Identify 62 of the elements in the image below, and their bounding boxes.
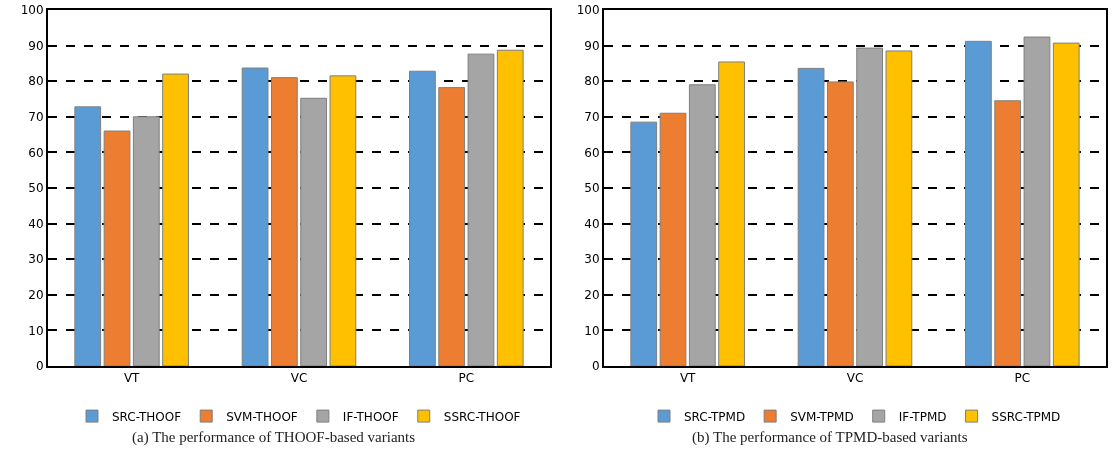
- bar: [688, 84, 716, 366]
- legend-label: SRC-TPMD: [684, 409, 746, 424]
- legend-label: IF-THOOF: [342, 409, 399, 424]
- y-tick-label: 30: [584, 252, 600, 267]
- y-tick-label: 50: [28, 181, 44, 196]
- y-tick-label: 100: [20, 3, 44, 18]
- x-tick-label: VC: [846, 371, 864, 386]
- y-tick-label: 0: [591, 359, 600, 374]
- legend-label: IF-TPMD: [898, 409, 947, 424]
- x-tick-label: VT: [123, 371, 141, 386]
- bar: [241, 67, 269, 366]
- y-tick-label: 70: [28, 110, 44, 124]
- y-tick-label: 60: [28, 145, 44, 160]
- y-tick-label: 40: [28, 216, 44, 231]
- bar: [826, 81, 854, 366]
- text: (a) The performance of THOOF-based variants: [132, 429, 416, 446]
- bar: [1052, 42, 1080, 366]
- bar: [74, 106, 102, 366]
- y-tick-label: 90: [28, 38, 44, 53]
- bar: [162, 73, 189, 366]
- bar: [409, 70, 436, 366]
- y-tick-label: 70: [584, 110, 600, 124]
- legend-label: SVM-TPMD: [790, 409, 854, 424]
- bar: [994, 100, 1022, 366]
- y-tick-label: 0: [35, 359, 44, 374]
- bar: [659, 112, 687, 366]
- y-tick-label: 100: [576, 3, 600, 18]
- x-tick-label: VC: [290, 371, 308, 386]
- legend-label: SSRC-TPMD: [991, 409, 1061, 424]
- y-tick-label: 60: [584, 145, 600, 160]
- y-tick-label: 20: [584, 288, 600, 302]
- x-tick-label: PC: [1014, 371, 1031, 386]
- bar: [856, 47, 884, 366]
- y-tick-label: 30: [28, 252, 44, 267]
- bar: [132, 116, 160, 366]
- bar: [885, 50, 913, 366]
- y-tick-label: 10: [584, 323, 600, 338]
- y-tick-label: 90: [584, 38, 600, 53]
- legend-label: SVM-THOOF: [226, 409, 298, 424]
- bar: [630, 121, 658, 366]
- bar: [467, 53, 495, 366]
- y-tick-label: 50: [584, 181, 600, 196]
- x-tick-label: PC: [458, 371, 475, 386]
- text: (b) The performance of TPMD-based variants: [692, 429, 968, 446]
- bar: [270, 77, 298, 366]
- y-tick-label: 40: [584, 216, 600, 231]
- y-tick-label: 80: [584, 74, 600, 89]
- legend-label: SSRC-THOOF: [443, 409, 521, 424]
- bar: [1023, 36, 1051, 366]
- y-tick-label: 10: [28, 323, 44, 338]
- bar: [797, 67, 825, 366]
- bar: [300, 97, 328, 366]
- bar: [965, 40, 992, 366]
- legend-label: SRC-THOOF: [112, 409, 182, 424]
- bar: [103, 130, 131, 366]
- bar: [718, 61, 745, 366]
- bar: [329, 75, 357, 366]
- x-tick-label: VT: [679, 371, 697, 386]
- y-tick-label: 80: [28, 74, 44, 89]
- bar: [496, 49, 524, 366]
- bar: [438, 87, 466, 366]
- y-tick-label: 20: [28, 288, 44, 302]
